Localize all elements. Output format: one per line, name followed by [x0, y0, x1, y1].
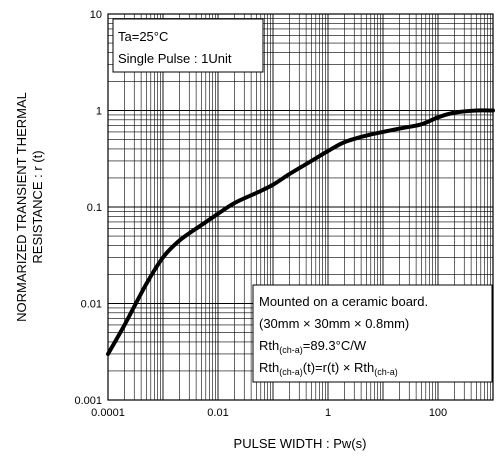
- x-tick-label: 0.01: [207, 407, 228, 419]
- y-tick-labels: 0.001 0.01 0.1 1 10: [74, 9, 102, 407]
- rth-prefix: Rth: [259, 338, 279, 353]
- y-axis-label-line2: RESISTANCE : r (t): [30, 150, 45, 263]
- rth-subscript: (ch-a): [279, 345, 303, 355]
- rth-value: =89.3°C/W: [303, 338, 367, 353]
- x-tick-label: 100: [429, 407, 447, 419]
- series-line: [106, 108, 495, 356]
- rtht-middle: (t)=r(t) × Rth: [303, 360, 375, 375]
- annotation-bottom-line2: (30mm × 30mm × 0.8mm): [259, 316, 409, 331]
- y-tick-label: 10: [90, 9, 102, 21]
- annotation-top-line2: Single Pulse : 1Unit: [118, 51, 232, 66]
- x-tick-label: 0.0001: [91, 407, 125, 419]
- annotation-bottom-box: Mounted on a ceramic board. (30mm × 30mm…: [252, 284, 493, 383]
- rtht-subscript: (ch-a): [279, 367, 303, 377]
- annotation-bottom-rth: Rth(ch-a)=89.3°C/W: [259, 338, 367, 355]
- rtht-subscript-2: (ch-a): [374, 367, 398, 377]
- annotation-bottom-rtht: Rth(ch-a)(t)=r(t) × Rth(ch-a): [259, 360, 398, 377]
- x-tick-label: 1: [325, 407, 331, 419]
- x-axis-label: PULSE WIDTH : Pw(s): [234, 436, 367, 451]
- annotation-top-line1: Ta=25°C: [118, 29, 168, 44]
- annotation-bottom-line1: Mounted on a ceramic board.: [259, 294, 428, 309]
- x-tick-labels: 0.0001 0.01 1 100: [91, 407, 447, 419]
- y-tick-label: 0.01: [81, 299, 102, 311]
- rtht-prefix: Rth: [259, 360, 279, 375]
- y-tick-label: 0.1: [87, 202, 102, 214]
- y-axis-label-line1: NORMARIZED TRANSIENT THERMAL: [14, 92, 29, 322]
- y-tick-label: 1: [96, 106, 102, 118]
- y-tick-label: 0.001: [74, 395, 102, 407]
- plot-frame: [107, 13, 494, 401]
- annotation-top-box: Ta=25°C Single Pulse : 1Unit: [112, 18, 264, 73]
